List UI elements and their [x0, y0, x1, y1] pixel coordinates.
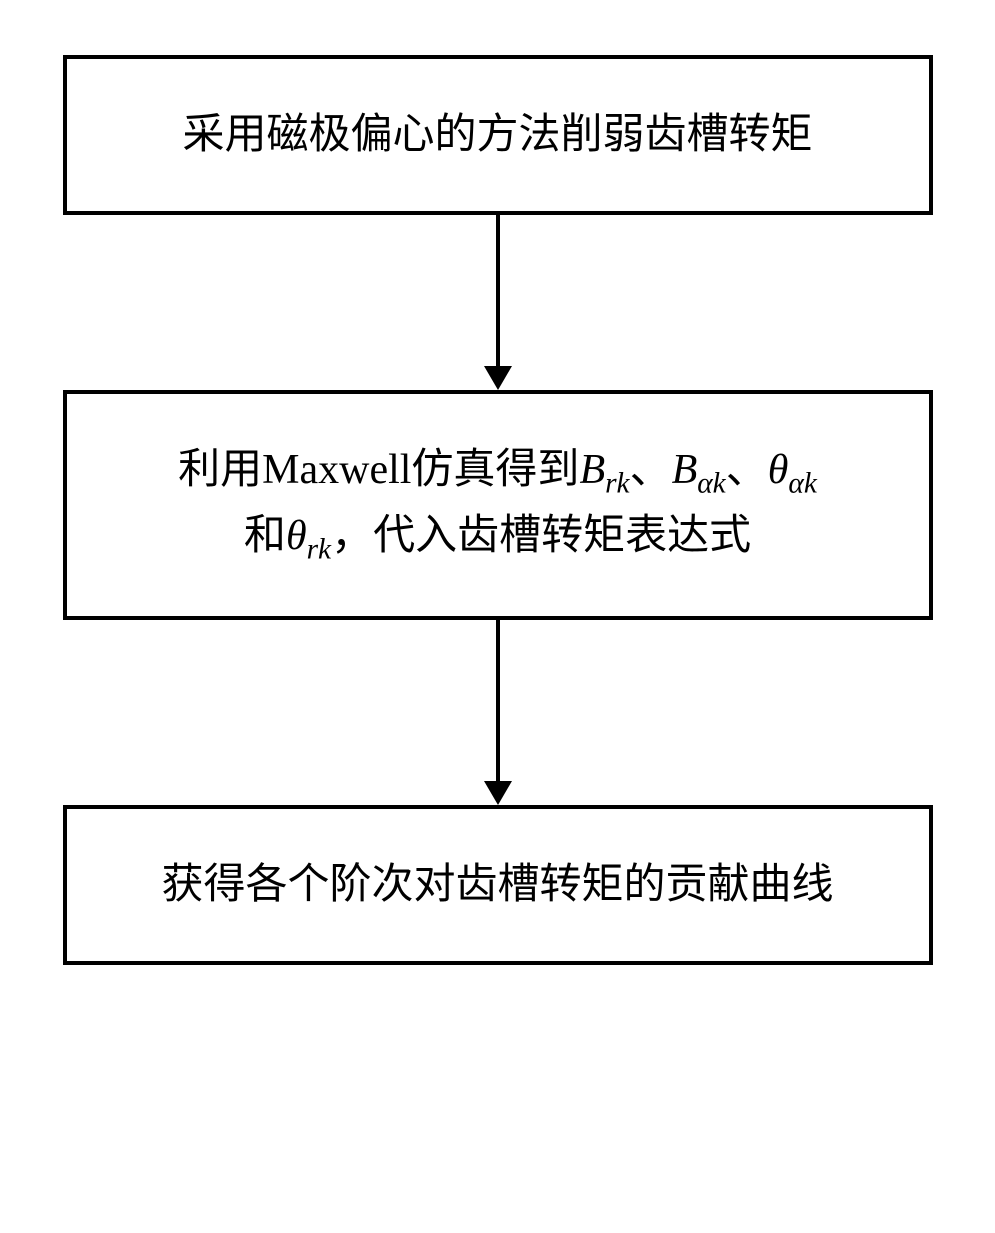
box2-var1-sub: rk [605, 467, 629, 499]
flowchart-box-1: 采用磁极偏心的方法削弱齿槽转矩 [63, 55, 933, 215]
box2-var1: B [579, 447, 605, 493]
box2-prefix: 利用Maxwell仿真得到 [178, 447, 579, 493]
arrow-2-line [496, 620, 500, 781]
box2-var4: θ [286, 513, 307, 559]
box2-line2: 和θrk，代入齿槽转矩表达式 [244, 505, 751, 572]
arrow-1-head [484, 366, 512, 390]
arrow-1 [484, 215, 512, 390]
box3-text: 获得各个阶次对齿槽转矩的贡献曲线 [161, 854, 833, 917]
box2-var3-sub: αk [788, 467, 816, 499]
arrow-2-head [484, 781, 512, 805]
flowchart-box-2: 利用Maxwell仿真得到Brk、Bαk、θαk 和θrk，代入齿槽转矩表达式 [63, 390, 933, 620]
arrow-2 [484, 620, 512, 805]
box2-line2-prefix: 和 [244, 513, 286, 559]
box2-var2: B [672, 447, 698, 493]
box2-var2-sub: αk [697, 467, 725, 499]
box2-line1: 利用Maxwell仿真得到Brk、Bαk、θαk [178, 439, 817, 506]
box2-sep1: 、 [630, 447, 672, 493]
box2-var3: θ [768, 447, 789, 493]
arrow-1-line [496, 215, 500, 366]
box2-sep2: 、 [726, 447, 768, 493]
box2-var4-sub: rk [307, 533, 331, 565]
box2-line2-suffix: ，代入齿槽转矩表达式 [331, 513, 751, 559]
box1-text: 采用磁极偏心的方法削弱齿槽转矩 [182, 104, 812, 167]
flowchart-box-3: 获得各个阶次对齿槽转矩的贡献曲线 [63, 805, 933, 965]
